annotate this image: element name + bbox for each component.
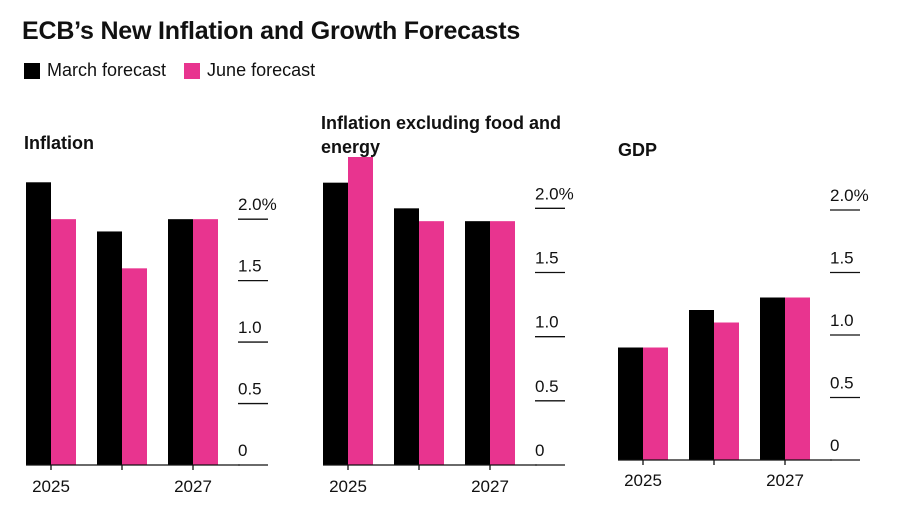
panel-title-core-inflation: Inflation excluding food and energy bbox=[321, 113, 561, 157]
bar-inflation-march-2025 bbox=[26, 182, 51, 465]
panel-title-inflation: Inflation bbox=[24, 133, 94, 153]
legend: March forecast June forecast bbox=[24, 60, 333, 81]
bar-core-inflation-june-2027 bbox=[490, 221, 515, 465]
y-tick-label-gdp: 1.0 bbox=[830, 311, 854, 330]
y-tick-label-inflation: 0 bbox=[238, 441, 247, 460]
y-tick-label-gdp: 2.0% bbox=[830, 186, 869, 205]
x-tick-label-inflation: 2027 bbox=[174, 477, 212, 496]
y-tick-label-core-inflation: 0.5 bbox=[535, 377, 559, 396]
y-tick-label-core-inflation: 0 bbox=[535, 441, 544, 460]
y-tick-label-core-inflation: 2.0% bbox=[535, 184, 574, 203]
bar-core-inflation-june-2025 bbox=[348, 157, 373, 465]
legend-swatch-june bbox=[184, 62, 201, 79]
bar-gdp-june-2027 bbox=[785, 297, 810, 460]
y-tick-label-gdp: 0 bbox=[830, 436, 839, 455]
y-tick-label-core-inflation: 1.5 bbox=[535, 249, 559, 268]
bar-core-inflation-march-2026 bbox=[394, 208, 419, 466]
legend-swatch-march bbox=[24, 62, 40, 79]
y-tick-label-gdp: 1.5 bbox=[830, 249, 854, 268]
x-tick-label-inflation: 2025 bbox=[32, 477, 70, 496]
bar-inflation-june-2026 bbox=[122, 268, 147, 465]
bar-inflation-march-2026 bbox=[97, 231, 122, 465]
bar-core-inflation-march-2025 bbox=[323, 182, 348, 465]
legend-label-march: March forecast bbox=[47, 60, 167, 80]
chart-title: ECB’s New Inflation and Growth Forecasts bbox=[22, 17, 521, 45]
panel-inflation: 0 0.5 1.0 1.5 2.0% 2025 2027 bbox=[26, 182, 277, 496]
y-tick-label-core-inflation: 1.0 bbox=[535, 313, 559, 332]
bar-inflation-june-2025 bbox=[51, 219, 76, 465]
legend-item-march: March forecast bbox=[24, 60, 166, 81]
bar-gdp-june-2026 bbox=[714, 322, 739, 460]
x-tick-label-gdp: 2027 bbox=[766, 471, 804, 490]
y-tick-label-inflation: 1.0 bbox=[238, 318, 262, 337]
panel-title-gdp: GDP bbox=[618, 140, 658, 160]
y-tick-label-inflation: 2.0% bbox=[238, 195, 277, 214]
x-tick-label-core-inflation: 2027 bbox=[471, 477, 509, 496]
bar-inflation-june-2027 bbox=[193, 219, 218, 465]
legend-item-june: June forecast bbox=[184, 60, 315, 81]
bar-gdp-june-2025 bbox=[643, 347, 668, 460]
bar-core-inflation-march-2027 bbox=[465, 221, 490, 465]
bar-inflation-march-2027 bbox=[168, 219, 193, 465]
panel-gdp: 0 0.5 1.0 1.5 2.0% 2025 2027 bbox=[618, 186, 869, 490]
bar-gdp-march-2026 bbox=[689, 310, 714, 460]
bar-core-inflation-june-2026 bbox=[419, 221, 444, 465]
y-tick-label-inflation: 1.5 bbox=[238, 257, 262, 276]
legend-label-june: June forecast bbox=[207, 60, 316, 80]
panel-core-inflation: 0 0.5 1.0 1.5 2.0% 2025 2027 bbox=[323, 157, 574, 496]
bar-gdp-march-2025 bbox=[618, 347, 643, 460]
y-tick-label-gdp: 0.5 bbox=[830, 374, 854, 393]
x-tick-label-gdp: 2025 bbox=[624, 471, 662, 490]
y-tick-label-inflation: 0.5 bbox=[238, 380, 262, 399]
bar-gdp-march-2027 bbox=[760, 297, 785, 460]
x-tick-label-core-inflation: 2025 bbox=[329, 477, 367, 496]
